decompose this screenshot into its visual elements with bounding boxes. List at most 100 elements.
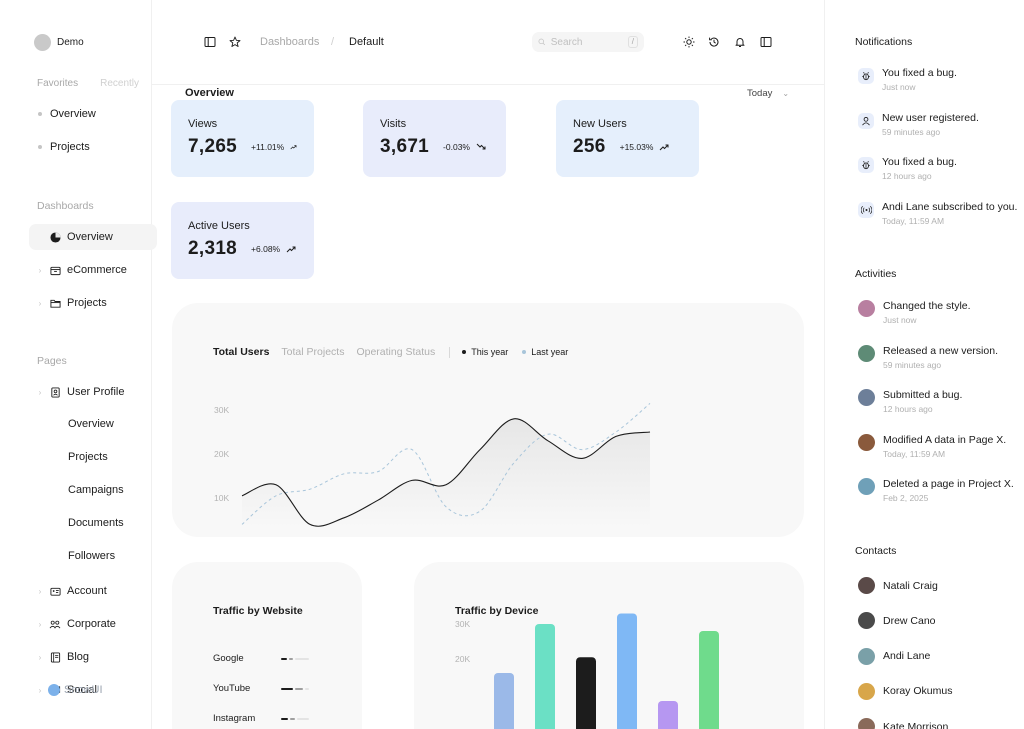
history-icon[interactable]: [708, 36, 720, 48]
activity-item[interactable]: Deleted a page in Project X. Feb 2, 2025: [858, 478, 1014, 503]
bell-icon[interactable]: [734, 36, 746, 48]
user-icon: [858, 112, 874, 129]
search-input[interactable]: [550, 36, 623, 48]
date-range-value: Today: [747, 88, 773, 99]
sidebar-subitem-documents[interactable]: Documents: [68, 517, 124, 529]
sidebar-item-blog[interactable]: › Blog: [29, 644, 157, 670]
date-range-select[interactable]: Today ⌄: [747, 88, 789, 99]
this-year-area: [242, 418, 650, 528]
sidebar-item-ecommerce[interactable]: › eCommerce: [29, 257, 157, 283]
activity-time: Just now: [883, 315, 917, 325]
sidebar-subitem-followers[interactable]: Followers: [68, 550, 116, 562]
avatar: [858, 682, 875, 700]
brand-name: SnowUI: [64, 684, 103, 696]
bar: [576, 657, 596, 729]
contact-item[interactable]: Drew Cano: [858, 612, 936, 630]
tab-favorites[interactable]: Favorites: [37, 78, 79, 89]
sidebar-item-corporate[interactable]: › Corporate: [29, 611, 157, 637]
stat-label: Views: [188, 118, 218, 130]
activity-text: Deleted a page in Project X.: [883, 478, 1014, 490]
notebook-icon: [49, 651, 61, 663]
user-menu[interactable]: Demo: [34, 34, 84, 51]
star-icon[interactable]: [229, 36, 241, 48]
sidebar-subitem-overview[interactable]: Overview: [68, 418, 114, 430]
notification-text: You fixed a bug.: [882, 156, 957, 168]
contact-item[interactable]: Koray Okumus: [858, 682, 952, 700]
chevron-right-icon: ›: [38, 298, 42, 308]
contact-item[interactable]: Andi Lane: [858, 647, 930, 665]
legend-dot: [522, 350, 527, 354]
site-bar-fill-secondary: [289, 658, 293, 660]
site-bar-track: [297, 718, 309, 720]
notifications-title: Notifications: [855, 36, 913, 48]
activity-item[interactable]: Modified A data in Page X. Today, 11:59 A…: [858, 433, 1006, 459]
breadcrumb-dashboards[interactable]: Dashboards: [260, 36, 320, 48]
favorite-item-overview[interactable]: Overview: [38, 108, 96, 120]
avatar: [858, 433, 875, 451]
notification-item[interactable]: You fixed a bug. 12 hours ago: [858, 156, 957, 181]
snowui-logo-icon: [48, 684, 60, 696]
activity-time: 59 minutes ago: [883, 359, 942, 370]
search-box[interactable]: /: [532, 32, 644, 52]
right-panel-toggle-icon[interactable]: [760, 36, 772, 48]
notification-text: You fixed a bug.: [882, 67, 957, 79]
tab-operating-status[interactable]: Operating Status: [356, 346, 436, 358]
sidebar-subitem-campaigns[interactable]: Campaigns: [68, 484, 124, 496]
activities-title: Activities: [855, 268, 897, 280]
sidebar-subitem-projects[interactable]: Projects: [68, 451, 108, 463]
activity-time: 12 hours ago: [883, 404, 933, 414]
sidebar-item-account[interactable]: › Account: [29, 578, 157, 604]
avatar: [34, 34, 51, 51]
notification-item[interactable]: New user registered. 59 minutes ago: [858, 112, 979, 137]
sidebar-item-projects[interactable]: › Projects: [29, 290, 157, 316]
contact-item[interactable]: Kate Morrison: [858, 718, 948, 729]
activity-time: Today, 11:59 AM: [883, 448, 946, 459]
tab-total-users[interactable]: Total Users: [213, 346, 270, 358]
stat-value: 7,265: [188, 136, 238, 157]
notification-item[interactable]: Andi Lane subscribed to you. Today, 11:59…: [858, 201, 1017, 226]
legend-last-year: Last year: [522, 347, 568, 357]
series-line-last-year: [241, 403, 651, 525]
site-bar-fill: [281, 718, 288, 720]
bullet-icon: [38, 112, 42, 116]
contact-item[interactable]: Natali Craig: [858, 577, 938, 594]
sidebar-item-label: Account: [67, 585, 107, 597]
search-shortcut: /: [627, 36, 638, 48]
favorite-item-projects[interactable]: Projects: [38, 141, 90, 153]
breadcrumb-separator: /: [331, 36, 335, 48]
contact-name: Drew Cano: [883, 614, 936, 627]
chevron-right-icon: ›: [38, 265, 42, 275]
activity-item[interactable]: Changed the style. Just now: [858, 300, 971, 325]
site-bar-track: [305, 688, 309, 690]
sidebar-item-label: eCommerce: [67, 264, 127, 276]
contacts-title: Contacts: [855, 545, 897, 557]
stat-card-active-users: Active Users 2,318 +6.08%: [171, 202, 314, 279]
pages-section-title: Pages: [37, 355, 67, 367]
sun-icon[interactable]: [683, 36, 695, 48]
activity-item[interactable]: Submitted a bug. 12 hours ago: [858, 389, 962, 414]
legend-label: Last year: [531, 347, 569, 357]
search-icon: [538, 38, 546, 46]
activity-item[interactable]: Released a new version. 59 minutes ago: [858, 344, 998, 370]
pie-chart-icon: [49, 231, 61, 243]
sidebar-toggle-icon[interactable]: [204, 36, 216, 48]
activity-text: Released a new version.: [883, 344, 998, 357]
traffic-website-panel: [172, 562, 362, 729]
notification-item[interactable]: You fixed a bug. Just now: [858, 67, 957, 92]
traffic-website-title: Traffic by Website: [213, 605, 303, 617]
tab-total-projects[interactable]: Total Projects: [281, 346, 345, 358]
sidebar-tabs: Favorites Recently: [37, 78, 152, 89]
tab-recently[interactable]: Recently: [100, 78, 140, 89]
y-tick-label: 30K: [214, 405, 229, 415]
sidebar-item-user-profile[interactable]: › User Profile: [29, 379, 157, 405]
stat-value: 3,671: [380, 136, 430, 157]
sidebar-item-overview[interactable]: Overview: [29, 224, 157, 250]
sidebar-item-label: Corporate: [67, 618, 116, 630]
y-tick-label: 10K: [214, 493, 229, 503]
folder-icon: [49, 297, 61, 309]
site-bar-fill: [281, 658, 287, 660]
breadcrumb-default[interactable]: Default: [349, 36, 384, 48]
bug-icon: [858, 157, 874, 173]
traffic-device-bar-chart: 20K 30K: [455, 613, 719, 729]
notification-text: New user registered.: [882, 111, 979, 124]
